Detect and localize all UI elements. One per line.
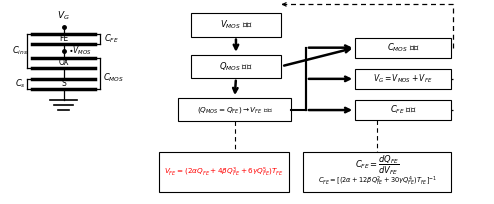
Text: $Q_{MOS}$ 계산: $Q_{MOS}$ 계산 <box>219 60 252 73</box>
Text: $C_{FE} = \dfrac{dQ_{FE}}{dV_{FE}}$: $C_{FE} = \dfrac{dQ_{FE}}{dV_{FE}}$ <box>355 153 400 177</box>
Text: $C_{MOS}$ 계산: $C_{MOS}$ 계산 <box>387 41 419 54</box>
Text: $V_G = V_{MOS} + V_{FE}$: $V_G = V_{MOS} + V_{FE}$ <box>373 73 433 85</box>
FancyBboxPatch shape <box>159 152 289 192</box>
Text: $C_{MOS}$: $C_{MOS}$ <box>103 72 124 84</box>
Text: $C_{ins}$: $C_{ins}$ <box>12 44 28 57</box>
Text: S: S <box>61 79 66 88</box>
FancyBboxPatch shape <box>303 152 451 192</box>
FancyBboxPatch shape <box>191 55 282 78</box>
Text: OX: OX <box>58 58 69 67</box>
Text: $V_{MOS}$ 증가: $V_{MOS}$ 증가 <box>220 19 252 31</box>
Text: $C_{FE} = [(2\alpha + 12\beta Q^2_{FE} + 30\gamma Q^4_{FE})T_{FE}]^{-1}$: $C_{FE} = [(2\alpha + 12\beta Q^2_{FE} +… <box>318 175 437 188</box>
FancyBboxPatch shape <box>355 69 451 89</box>
Text: $C_{FE}$ 계산: $C_{FE}$ 계산 <box>390 104 416 116</box>
Text: FE: FE <box>59 34 68 43</box>
FancyBboxPatch shape <box>191 13 282 37</box>
Text: $V_{FE} = (2\alpha Q_{FE} + 4\beta Q^3_{FE} + 6\gamma Q^5_{FE})T_{FE}$: $V_{FE} = (2\alpha Q_{FE} + 4\beta Q^3_{… <box>164 165 284 178</box>
Text: $C_{FE}$: $C_{FE}$ <box>104 32 120 45</box>
Text: $C_s$: $C_s$ <box>15 78 26 90</box>
Text: $\bullet V_{MOS}$: $\bullet V_{MOS}$ <box>69 44 92 57</box>
FancyBboxPatch shape <box>178 98 291 121</box>
Text: $V_G$: $V_G$ <box>57 9 70 22</box>
Text: $(Q_{MOS}{=}Q_{FE}) \rightarrow V_{FE}$ 계산: $(Q_{MOS}{=}Q_{FE}) \rightarrow V_{FE}$ … <box>197 104 273 114</box>
FancyBboxPatch shape <box>355 100 451 120</box>
FancyBboxPatch shape <box>355 38 451 58</box>
